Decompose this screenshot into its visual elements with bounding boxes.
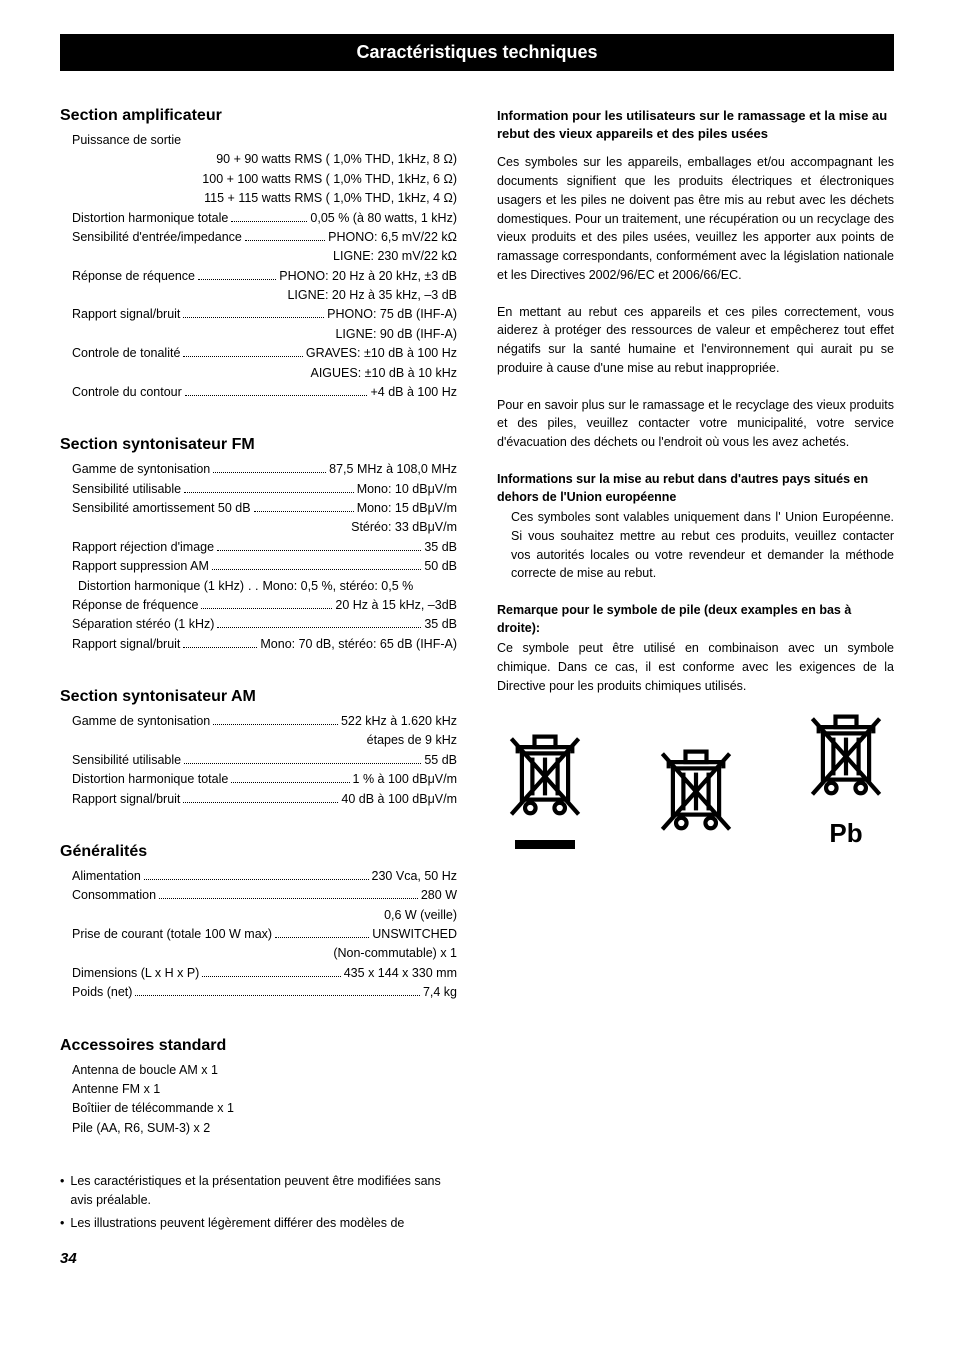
page-number: 34 [60, 1250, 894, 1267]
acc-head: Accessoires standard [60, 1037, 457, 1055]
info-p1: Ces symboles sur les appareils, emballag… [497, 153, 894, 284]
spec-row: 115 + 115 watts RMS ( 1,0% THD, 1kHz, 4 … [72, 189, 457, 208]
spec-row: Poids (net)7,4 kg [72, 983, 457, 1002]
pb-label: Pb [804, 818, 888, 849]
spec-row: Rapport réjection d'image35 dB [72, 538, 457, 557]
info-sub2: Remarque pour le symbole de pile (deux e… [497, 601, 894, 637]
weee-icon-2 [654, 739, 738, 849]
spec-row: Prise de courant (totale 100 W max)UNSWI… [72, 925, 457, 944]
spec-row: Gamme de syntonisation522 kHz à 1.620 kH… [72, 712, 457, 731]
gen-specs: Alimentation230 Vca, 50 HzConsommation28… [60, 867, 457, 1003]
spec-row: Consommation280 W [72, 886, 457, 905]
weee-icons: Pb [497, 704, 894, 849]
weee-icon-3: Pb [804, 704, 888, 849]
list-item: Antenne FM x 1 [72, 1080, 457, 1099]
spec-row: Rapport suppression AM50 dB [72, 557, 457, 576]
info-head: Information pour les utilisateurs sur le… [497, 107, 894, 143]
page-title: Caractéristiques techniques [60, 34, 894, 71]
spec-row: LIGNE: 20 Hz à 35 kHz, –3 dB [72, 286, 457, 305]
footnotes: •Les caractéristiques et la présentation… [60, 1172, 457, 1232]
spec-row: étapes de 9 kHz [72, 731, 457, 750]
spec-row: Séparation stéréo (1 kHz)35 dB [72, 615, 457, 634]
spec-row: Gamme de syntonisation87,5 MHz à 108,0 M… [72, 460, 457, 479]
spec-row: Sensibilité amortissement 50 dBMono: 15 … [72, 499, 457, 518]
spec-row: LIGNE: 230 mV/22 kΩ [72, 247, 457, 266]
am-specs: Gamme de syntonisation522 kHz à 1.620 kH… [60, 712, 457, 809]
spec-row: Distortion harmonique (1 kHz). .Mono: 0,… [72, 577, 457, 596]
spec-row: Rapport signal/bruitPHONO: 75 dB (IHF-A) [72, 305, 457, 324]
spec-row: Stéréo: 33 dBμV/m [72, 518, 457, 537]
spec-row: Rapport signal/bruit40 dB à 100 dBμV/m [72, 790, 457, 809]
spec-row: 0,6 W (veille) [72, 906, 457, 925]
spec-row: Sensibilité utilisable55 dB [72, 751, 457, 770]
footnote-item: •Les caractéristiques et la présentation… [60, 1172, 457, 1210]
spec-row: Distortion harmonique totale0,05 % (à 80… [72, 209, 457, 228]
spec-row: Controle du contour+4 dB à 100 Hz [72, 383, 457, 402]
spec-row: Controle de tonalitéGRAVES: ±10 dB à 100… [72, 344, 457, 363]
spec-row: LIGNE: 90 dB (IHF-A) [72, 325, 457, 344]
list-item: Antenna de boucle AM x 1 [72, 1061, 457, 1080]
am-head: Section syntonisateur AM [60, 688, 457, 706]
spec-row: Puissance de sortie [72, 131, 457, 150]
spec-row: Sensibilité utilisableMono: 10 dBμV/m [72, 480, 457, 499]
right-column: Information pour les utilisateurs sur le… [497, 107, 894, 1236]
fm-specs: Gamme de syntonisation87,5 MHz à 108,0 M… [60, 460, 457, 654]
footnote-item: •Les illustrations peuvent légèrement di… [60, 1214, 457, 1233]
list-item: Pile (AA, R6, SUM-3) x 2 [72, 1119, 457, 1138]
spec-row: 100 + 100 watts RMS ( 1,0% THD, 1kHz, 6 … [72, 170, 457, 189]
spec-row: Distortion harmonique totale1 % à 100 dB… [72, 770, 457, 789]
fm-head: Section syntonisateur FM [60, 436, 457, 454]
info-sub1: Informations sur la mise au rebut dans d… [497, 470, 894, 506]
info-p2: En mettant au rebut ces appareils et ces… [497, 303, 894, 378]
info-p4: Ces symboles sont valables uniquement da… [497, 508, 894, 583]
list-item: Boîtiier de télécommande x 1 [72, 1099, 457, 1118]
gen-head: Généralités [60, 843, 457, 861]
info-p5: Ce symbole peut être utilisé en combinai… [497, 639, 894, 695]
spec-row: Alimentation230 Vca, 50 Hz [72, 867, 457, 886]
weee-icon-1 [503, 724, 587, 849]
spec-row: Dimensions (L x H x P)435 x 144 x 330 mm [72, 964, 457, 983]
info-p3: Pour en savoir plus sur le ramassage et … [497, 396, 894, 452]
acc-list: Antenna de boucle AM x 1Antenne FM x 1Bo… [60, 1061, 457, 1139]
spec-row: AIGUES: ±10 dB à 10 kHz [72, 364, 457, 383]
amp-head: Section amplificateur [60, 107, 457, 125]
spec-row: 90 + 90 watts RMS ( 1,0% THD, 1kHz, 8 Ω) [72, 150, 457, 169]
spec-row: (Non-commutable) x 1 [72, 944, 457, 963]
left-column: Section amplificateur Puissance de sorti… [60, 107, 457, 1236]
spec-row: Réponse de fréquence20 Hz à 15 kHz, –3dB [72, 596, 457, 615]
spec-row: Sensibilité d'entrée/impedancePHONO: 6,5… [72, 228, 457, 247]
amp-specs: Puissance de sortie90 + 90 watts RMS ( 1… [60, 131, 457, 402]
spec-row: Rapport signal/bruitMono: 70 dB, stéréo:… [72, 635, 457, 654]
spec-row: Réponse de réquencePHONO: 20 Hz à 20 kHz… [72, 267, 457, 286]
